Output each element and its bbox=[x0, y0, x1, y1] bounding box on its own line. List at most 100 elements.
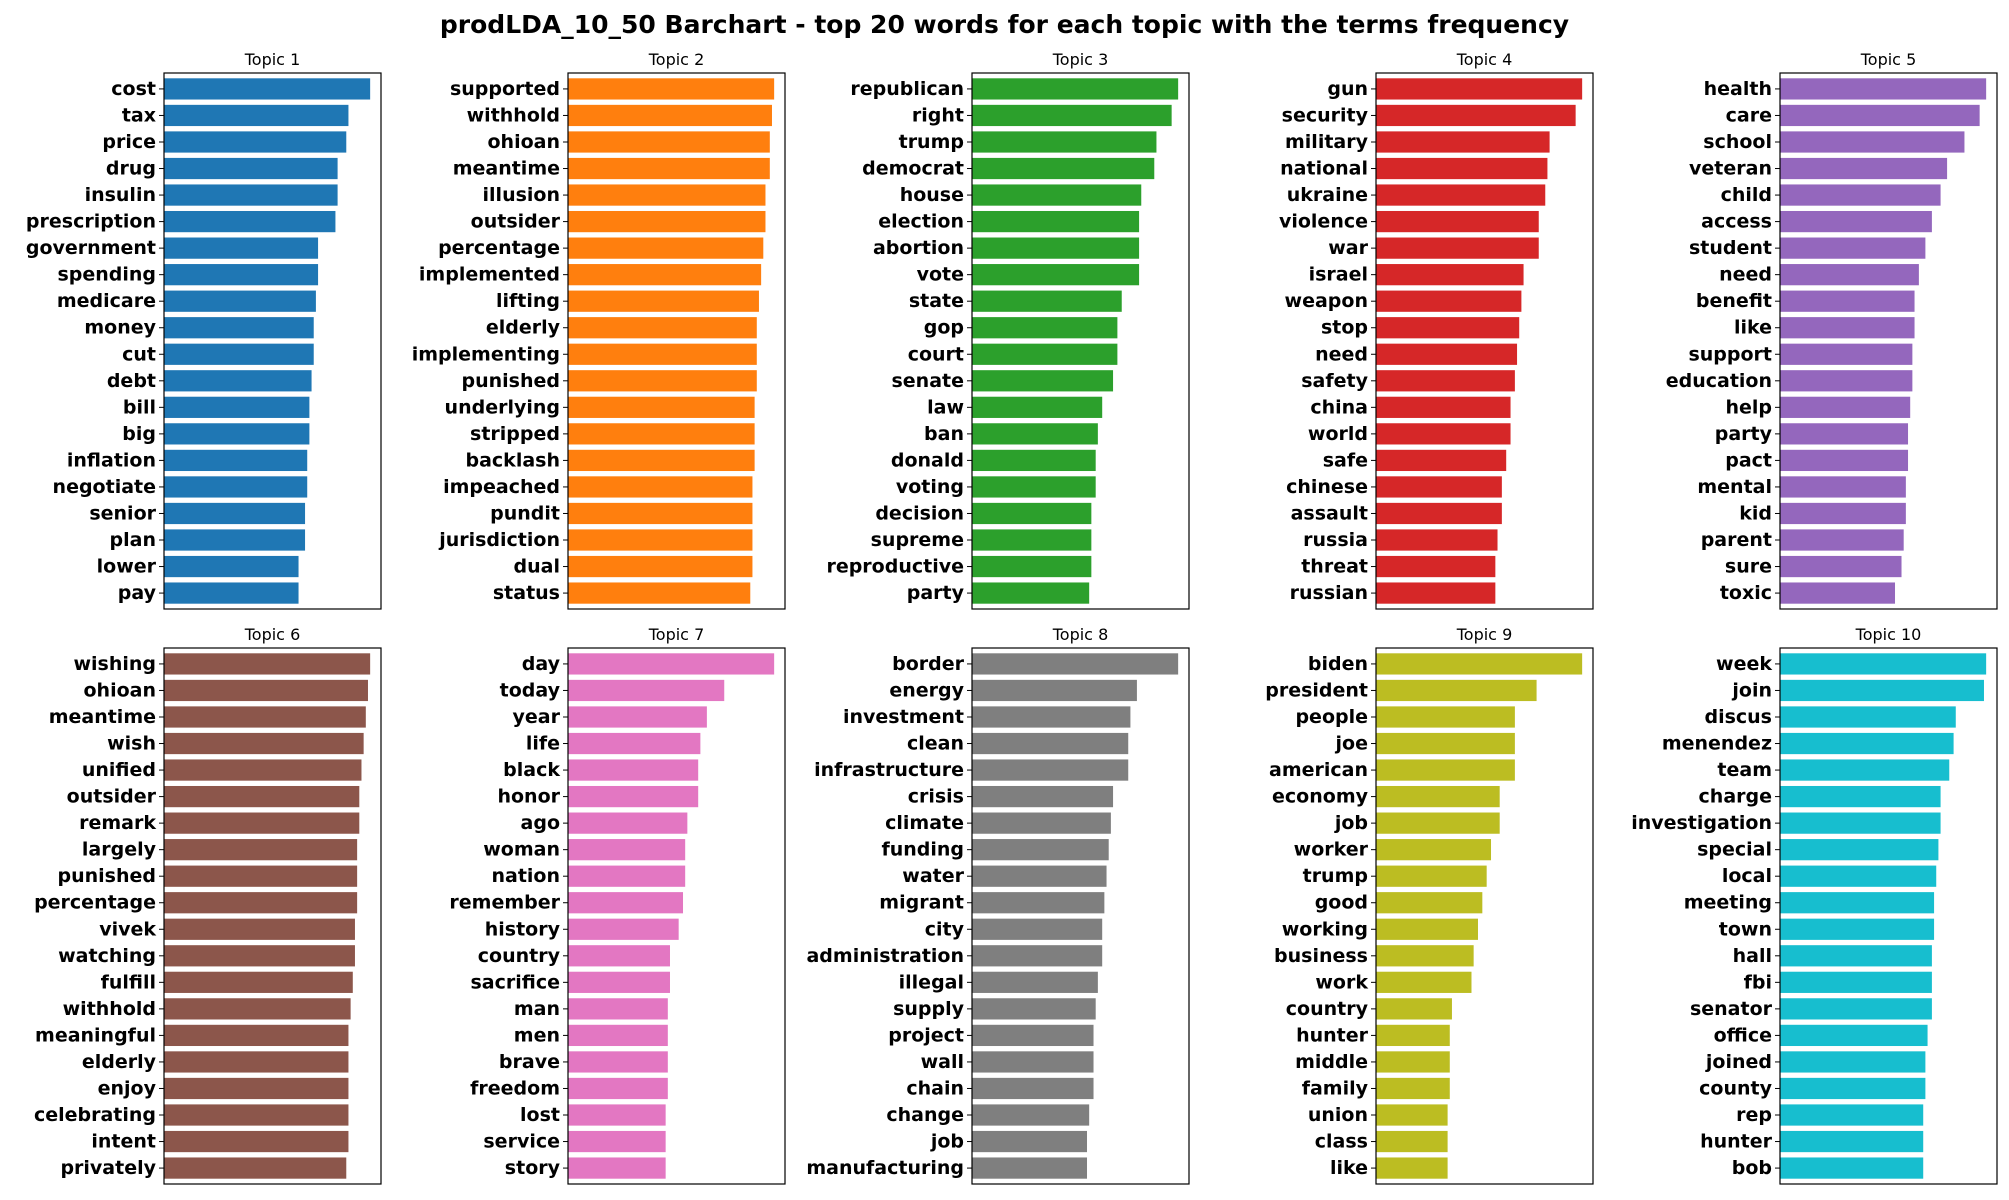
bar bbox=[972, 104, 1172, 127]
tick-label: privately bbox=[60, 1157, 156, 1179]
subplot-title: Topic 5 bbox=[1860, 50, 1917, 69]
tick-label: percentage bbox=[34, 892, 156, 914]
subplot-title: Topic 8 bbox=[1052, 625, 1109, 644]
bar bbox=[164, 732, 364, 755]
bar bbox=[568, 131, 770, 153]
bar bbox=[568, 237, 764, 259]
bar bbox=[1780, 157, 1948, 180]
tick-label: threat bbox=[1301, 556, 1368, 578]
bar bbox=[1780, 892, 1935, 914]
bar bbox=[972, 732, 1129, 755]
tick-label: lost bbox=[520, 1104, 560, 1126]
bar bbox=[568, 529, 753, 551]
bar bbox=[1376, 732, 1515, 755]
bar bbox=[164, 679, 368, 702]
bar bbox=[164, 370, 312, 392]
tick-label: job bbox=[1334, 812, 1368, 834]
tick-label: court bbox=[908, 343, 964, 365]
axes-frame bbox=[163, 72, 382, 610]
bar bbox=[972, 529, 1092, 551]
bar bbox=[1780, 396, 1911, 418]
bar bbox=[1780, 502, 1906, 525]
subplot-title: Topic 1 bbox=[244, 50, 301, 69]
bar bbox=[1376, 1157, 1448, 1179]
bar bbox=[1780, 449, 1909, 472]
bar bbox=[1780, 865, 1937, 887]
bar bbox=[164, 476, 308, 498]
tick-label: country bbox=[1286, 998, 1369, 1020]
tick-label: dual bbox=[514, 556, 560, 578]
axes-frame bbox=[1375, 72, 1594, 610]
tick-label: supreme bbox=[871, 529, 964, 551]
bar bbox=[1780, 237, 1926, 259]
tick-label: hall bbox=[1733, 945, 1772, 967]
tick-label: biden bbox=[1308, 653, 1368, 675]
axes-frame bbox=[971, 647, 1190, 1185]
tick-label: class bbox=[1315, 1131, 1368, 1153]
tick-label: military bbox=[1285, 131, 1369, 153]
bar bbox=[1376, 839, 1492, 861]
bar bbox=[164, 131, 347, 153]
bar bbox=[1376, 1051, 1450, 1073]
tick-label: work bbox=[1315, 971, 1368, 993]
bar bbox=[1376, 1130, 1448, 1153]
bar bbox=[972, 892, 1105, 914]
bar bbox=[1780, 679, 1984, 702]
subplot-title: Topic 9 bbox=[1456, 625, 1513, 644]
tick-label: implemented bbox=[419, 264, 560, 286]
tick-label: funding bbox=[881, 839, 964, 861]
bar bbox=[568, 317, 757, 339]
bar bbox=[1780, 1077, 1926, 1100]
axes-frame bbox=[1779, 647, 1998, 1185]
topic-panel: gun security military national ukraine violen… bbox=[1279, 50, 1594, 610]
bar bbox=[1780, 317, 1915, 339]
topic-panel: border energy investment clean infrastructur… bbox=[806, 625, 1190, 1185]
tick-label: pundit bbox=[490, 502, 560, 524]
tick-label: state bbox=[909, 290, 964, 312]
bar bbox=[1376, 131, 1550, 153]
tick-label: cost bbox=[111, 78, 156, 100]
tick-label: stripped bbox=[470, 423, 560, 445]
bar bbox=[1376, 529, 1498, 551]
tick-label: joined bbox=[1705, 1051, 1772, 1073]
bar bbox=[1376, 290, 1522, 312]
tick-label: access bbox=[1701, 211, 1772, 233]
tick-label: withhold bbox=[63, 998, 156, 1020]
bar bbox=[568, 184, 766, 206]
bar bbox=[1376, 264, 1524, 286]
tick-label: senate bbox=[891, 370, 964, 392]
tick-label: donald bbox=[891, 449, 964, 471]
tick-label: health bbox=[1704, 78, 1772, 100]
bar bbox=[164, 1077, 349, 1100]
bar bbox=[972, 945, 1103, 967]
bar bbox=[568, 706, 707, 728]
tick-label: supply bbox=[893, 998, 965, 1020]
tick-label: ukraine bbox=[1287, 184, 1368, 206]
bar bbox=[1780, 971, 1932, 993]
tick-label: price bbox=[102, 131, 156, 153]
bar bbox=[972, 759, 1129, 781]
bar bbox=[1780, 184, 1941, 206]
bar bbox=[164, 1104, 349, 1126]
tick-label: chain bbox=[906, 1077, 964, 1099]
tick-label: big bbox=[122, 423, 156, 445]
tick-label: veteran bbox=[1689, 158, 1772, 180]
tick-label: bob bbox=[1732, 1157, 1772, 1179]
bar bbox=[568, 555, 753, 578]
bar bbox=[1780, 104, 1980, 127]
bar bbox=[568, 785, 699, 808]
tick-label: man bbox=[514, 998, 560, 1020]
tick-label: outsider bbox=[67, 786, 157, 808]
tick-label: pay bbox=[118, 582, 157, 604]
tick-label: economy bbox=[1272, 786, 1369, 808]
tick-label: supported bbox=[450, 78, 560, 100]
tick-label: year bbox=[513, 706, 561, 728]
tick-label: pact bbox=[1725, 449, 1772, 471]
bar bbox=[164, 759, 362, 781]
tick-label: celebrating bbox=[34, 1104, 156, 1126]
tick-label: history bbox=[485, 918, 561, 940]
bar bbox=[164, 653, 371, 675]
bar bbox=[972, 998, 1096, 1020]
bar bbox=[568, 476, 753, 498]
tick-label: brave bbox=[499, 1051, 560, 1073]
